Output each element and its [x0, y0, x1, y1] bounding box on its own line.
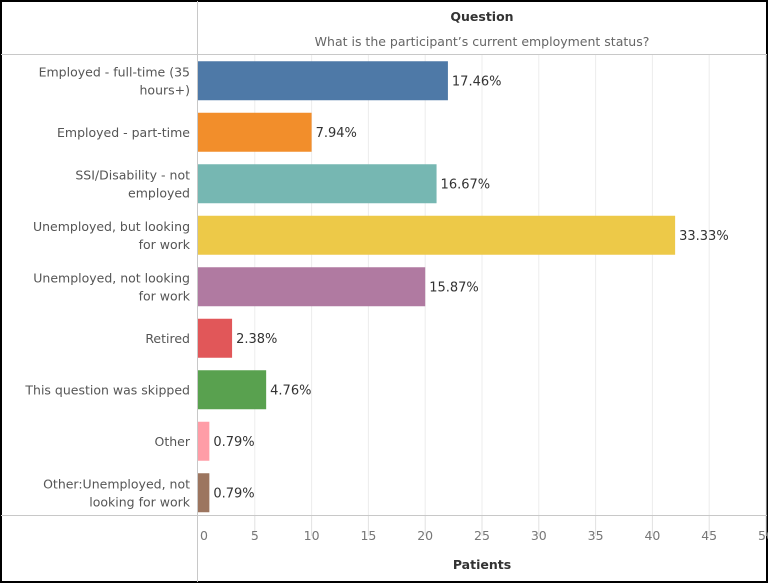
bar-value-label: 33.33% — [679, 229, 729, 244]
x-tick-label: 35 — [588, 528, 604, 543]
x-tick-label: 25 — [474, 528, 490, 543]
x-tick-label: 15 — [360, 528, 376, 543]
bar — [198, 112, 312, 152]
category-label: for work — [139, 237, 191, 252]
bar-value-label: 0.79% — [213, 435, 254, 450]
category-label: Employed - full-time (35 — [39, 64, 190, 79]
category-label: for work — [139, 288, 191, 303]
x-axis-title: Patients — [453, 557, 511, 572]
x-tick-label: 0 — [200, 528, 208, 543]
bar-value-label: 2.38% — [236, 332, 277, 347]
header-title: Question — [450, 9, 513, 24]
bar — [198, 267, 426, 307]
bar — [198, 421, 210, 461]
bar — [198, 370, 267, 410]
category-label: Unemployed, but looking — [33, 219, 190, 234]
category-label: SSI/Disability - not — [75, 167, 190, 182]
bar — [198, 164, 437, 204]
bar — [198, 215, 676, 255]
x-tick-label: 30 — [531, 528, 547, 543]
value-labels: 17.46% 7.94% 16.67% 33.33% 15.87% 2.38% 4.76% 0… — [213, 74, 728, 501]
bar-value-label: 15.87% — [429, 280, 479, 295]
category-label: Other — [155, 434, 191, 449]
x-axis-ticks: 0 5 10 15 20 25 30 35 40 45 50 — [200, 528, 768, 543]
category-label: Unemployed, not looking — [33, 270, 190, 285]
category-label: Other:Unemployed, not — [43, 476, 190, 491]
bar-value-label: 0.79% — [213, 486, 254, 501]
bar-value-label: 7.94% — [316, 126, 357, 141]
x-tick-label: 40 — [644, 528, 660, 543]
bar-value-label: 4.76% — [270, 383, 311, 398]
bar — [198, 61, 448, 101]
x-tick-label: 45 — [701, 528, 717, 543]
x-tick-label: 5 — [251, 528, 259, 543]
x-tick-label: 10 — [304, 528, 320, 543]
bar-value-label: 17.46% — [452, 74, 502, 89]
category-label: hours+) — [140, 82, 191, 97]
bar — [198, 473, 210, 513]
bars — [198, 61, 676, 513]
bar-value-label: 16.67% — [441, 177, 491, 192]
bar — [198, 318, 233, 358]
category-labels: Employed - full-time (35 hours+) Employed … — [24, 64, 190, 509]
category-label: This question was skipped — [24, 382, 190, 397]
category-label: employed — [128, 185, 190, 200]
x-tick-label: 20 — [417, 528, 433, 543]
category-label: Retired — [145, 331, 190, 346]
category-label: looking for work — [89, 494, 190, 509]
category-label: Employed - part-time — [57, 125, 190, 140]
x-tick-label: 50 — [758, 528, 768, 543]
header-subtitle: What is the participant’s current employ… — [315, 34, 650, 49]
